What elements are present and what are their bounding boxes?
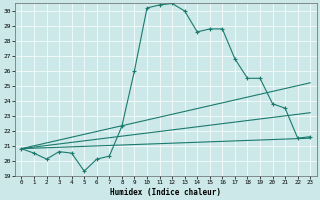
X-axis label: Humidex (Indice chaleur): Humidex (Indice chaleur) [110,188,221,197]
